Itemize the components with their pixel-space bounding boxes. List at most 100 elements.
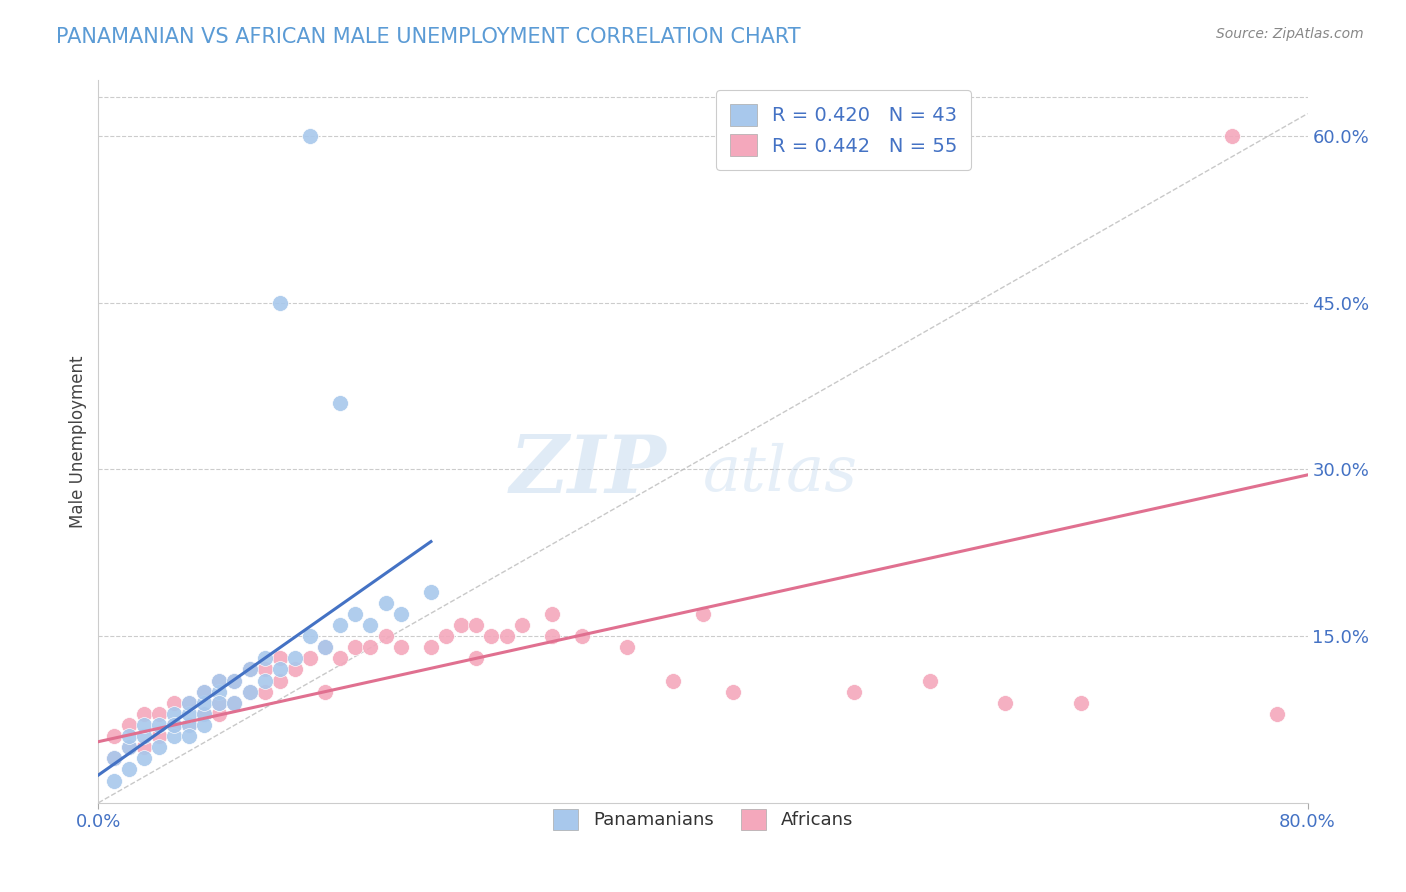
Point bbox=[284, 651, 307, 665]
Point bbox=[571, 629, 593, 643]
Point bbox=[132, 718, 155, 732]
Point bbox=[299, 629, 322, 643]
Point bbox=[540, 629, 562, 643]
Point bbox=[253, 651, 276, 665]
Point bbox=[253, 684, 276, 698]
Point bbox=[163, 718, 186, 732]
Point bbox=[329, 651, 352, 665]
Point bbox=[193, 706, 215, 721]
Point bbox=[329, 395, 352, 409]
Point bbox=[179, 696, 201, 710]
Point bbox=[918, 673, 941, 688]
Point bbox=[420, 640, 443, 655]
Point bbox=[314, 640, 336, 655]
Point bbox=[389, 607, 412, 621]
Point bbox=[374, 596, 396, 610]
Point bbox=[389, 640, 412, 655]
Point bbox=[132, 740, 155, 755]
Y-axis label: Male Unemployment: Male Unemployment bbox=[69, 355, 87, 528]
Point bbox=[193, 718, 215, 732]
Point bbox=[994, 696, 1017, 710]
Point bbox=[844, 684, 866, 698]
Point bbox=[314, 640, 336, 655]
Point bbox=[208, 684, 231, 698]
Point bbox=[239, 662, 262, 676]
Point bbox=[118, 763, 141, 777]
Point bbox=[495, 629, 517, 643]
Point bbox=[163, 718, 186, 732]
Point bbox=[103, 751, 125, 765]
Point bbox=[269, 662, 291, 676]
Point bbox=[661, 673, 683, 688]
Point bbox=[616, 640, 638, 655]
Point bbox=[208, 696, 231, 710]
Point bbox=[344, 607, 367, 621]
Point bbox=[193, 706, 215, 721]
Point bbox=[224, 673, 246, 688]
Point bbox=[179, 718, 201, 732]
Point bbox=[1220, 128, 1243, 143]
Point bbox=[1070, 696, 1092, 710]
Point bbox=[163, 706, 186, 721]
Point bbox=[148, 718, 170, 732]
Point bbox=[208, 696, 231, 710]
Point bbox=[239, 684, 262, 698]
Point bbox=[179, 696, 201, 710]
Point bbox=[163, 696, 186, 710]
Point bbox=[193, 684, 215, 698]
Point bbox=[208, 706, 231, 721]
Point bbox=[224, 673, 246, 688]
Point bbox=[148, 729, 170, 743]
Point bbox=[148, 706, 170, 721]
Point bbox=[118, 740, 141, 755]
Point bbox=[253, 673, 276, 688]
Point bbox=[374, 629, 396, 643]
Point bbox=[481, 629, 503, 643]
Point bbox=[103, 773, 125, 788]
Point bbox=[284, 662, 307, 676]
Point bbox=[103, 729, 125, 743]
Text: Source: ZipAtlas.com: Source: ZipAtlas.com bbox=[1216, 27, 1364, 41]
Point bbox=[118, 729, 141, 743]
Point bbox=[193, 684, 215, 698]
Point bbox=[450, 618, 472, 632]
Point bbox=[208, 673, 231, 688]
Point bbox=[132, 706, 155, 721]
Point bbox=[179, 706, 201, 721]
Point bbox=[148, 740, 170, 755]
Point bbox=[118, 740, 141, 755]
Point bbox=[269, 651, 291, 665]
Point bbox=[420, 584, 443, 599]
Point bbox=[132, 729, 155, 743]
Point bbox=[314, 684, 336, 698]
Point bbox=[692, 607, 714, 621]
Point bbox=[299, 128, 322, 143]
Point bbox=[118, 718, 141, 732]
Point bbox=[360, 618, 382, 632]
Point bbox=[344, 640, 367, 655]
Point bbox=[224, 696, 246, 710]
Point bbox=[193, 696, 215, 710]
Point bbox=[163, 729, 186, 743]
Point bbox=[253, 662, 276, 676]
Point bbox=[132, 751, 155, 765]
Point bbox=[179, 729, 201, 743]
Text: ZIP: ZIP bbox=[510, 432, 666, 509]
Point bbox=[510, 618, 533, 632]
Point bbox=[299, 651, 322, 665]
Point bbox=[540, 607, 562, 621]
Point bbox=[269, 295, 291, 310]
Point bbox=[329, 618, 352, 632]
Point bbox=[360, 640, 382, 655]
Point bbox=[1267, 706, 1289, 721]
Point bbox=[103, 751, 125, 765]
Point bbox=[239, 684, 262, 698]
Point bbox=[465, 651, 488, 665]
Legend: Panamanians, Africans: Panamanians, Africans bbox=[538, 795, 868, 845]
Point bbox=[208, 673, 231, 688]
Point bbox=[465, 618, 488, 632]
Point bbox=[239, 662, 262, 676]
Point bbox=[723, 684, 745, 698]
Point bbox=[224, 696, 246, 710]
Text: PANAMANIAN VS AFRICAN MALE UNEMPLOYMENT CORRELATION CHART: PANAMANIAN VS AFRICAN MALE UNEMPLOYMENT … bbox=[56, 27, 801, 46]
